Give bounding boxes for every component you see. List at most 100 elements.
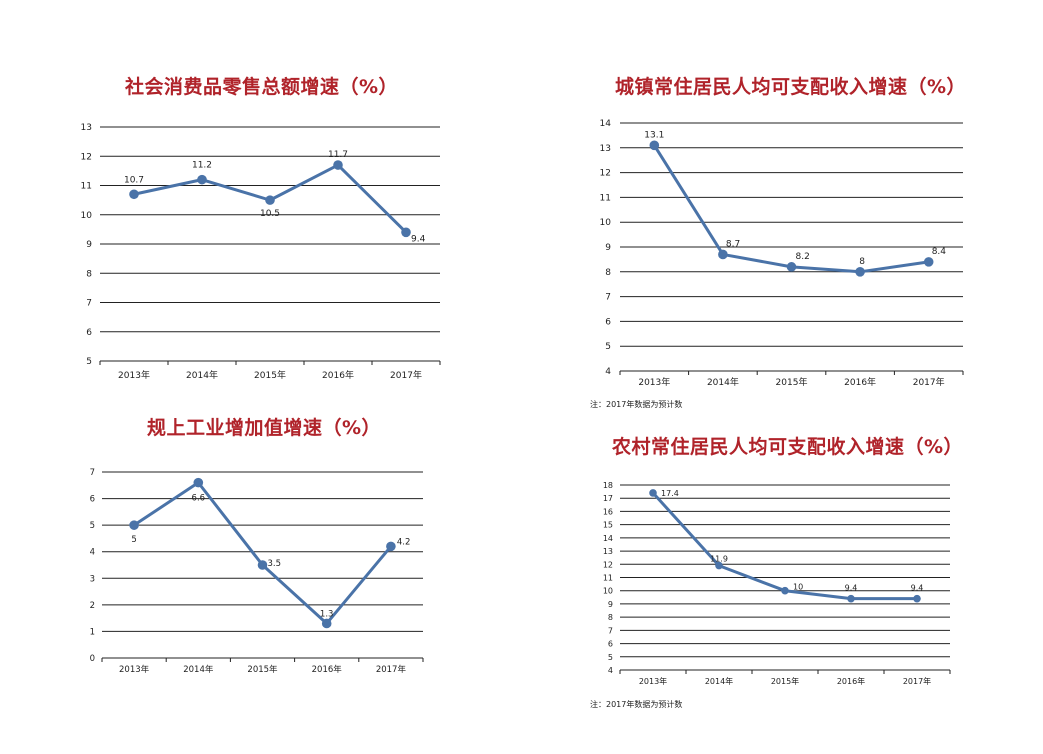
data-label: 8 [859, 257, 865, 267]
data-point [129, 520, 139, 530]
data-point [923, 257, 934, 267]
y-tick-label: 11 [81, 182, 92, 192]
data-point [321, 618, 332, 629]
x-category-label: 2013年 [639, 676, 667, 686]
chart-title-retail-sales: 社会消费品零售总额增速（%） [125, 76, 399, 98]
y-tick-label: 12 [603, 560, 613, 569]
x-category-label: 2015年 [771, 676, 799, 686]
y-tick-label: 12 [600, 169, 611, 179]
y-tick-label: 5 [605, 342, 611, 352]
y-tick-label: 5 [608, 653, 613, 662]
data-label: 1.3 [320, 609, 334, 619]
y-tick-label: 7 [605, 293, 611, 303]
x-category-label: 2015年 [254, 369, 286, 381]
y-tick-label: 4 [608, 666, 613, 675]
x-category-label: 2016年 [312, 664, 343, 675]
x-category-label: 2017年 [390, 369, 422, 381]
data-point [386, 541, 396, 552]
y-tick-label: 9 [608, 600, 613, 609]
data-point [847, 594, 855, 603]
y-tick-label: 17 [603, 494, 613, 503]
data-label: 4.2 [397, 537, 411, 547]
x-category-label: 2013年 [118, 369, 150, 381]
x-category-label: 2013年 [119, 664, 150, 675]
x-category-label: 2017年 [913, 376, 945, 388]
y-tick-label: 15 [603, 521, 613, 530]
x-category-label: 2014年 [186, 369, 218, 381]
chart-title-rural-income: 农村常住居民人均可支配收入增速（%） [612, 436, 964, 458]
y-tick-label: 7 [608, 626, 613, 635]
y-tick-label: 14 [600, 119, 612, 129]
y-tick-label: 9 [605, 243, 611, 253]
y-tick-label: 12 [81, 152, 92, 162]
x-category-label: 2016年 [837, 676, 865, 686]
y-tick-label: 9 [86, 240, 92, 250]
data-label: 8.2 [796, 252, 810, 262]
data-point [855, 267, 865, 277]
x-category-label: 2016年 [322, 369, 354, 381]
data-label: 8.4 [932, 247, 947, 257]
data-label: 10.7 [124, 175, 144, 185]
y-tick-label: 0 [90, 654, 95, 664]
x-category-label: 2015年 [247, 664, 278, 675]
y-tick-label: 6 [86, 328, 92, 338]
y-tick-label: 8 [86, 269, 92, 279]
chart-note-urban-income: 注：2017年数据为预计数 [590, 400, 683, 409]
data-label: 10.5 [260, 209, 280, 219]
chart-note-rural-income: 注：2017年数据为预计数 [590, 700, 683, 709]
data-label: 5 [131, 535, 136, 545]
data-point [129, 189, 139, 200]
x-category-label: 2014年 [707, 376, 739, 388]
data-label: 6.6 [192, 494, 206, 504]
x-category-label: 2015年 [776, 376, 808, 388]
y-tick-label: 8 [608, 613, 613, 622]
data-point [197, 174, 207, 185]
y-tick-label: 5 [86, 357, 92, 367]
y-tick-label: 10 [603, 587, 613, 596]
data-point [715, 561, 723, 570]
y-tick-label: 6 [608, 640, 613, 649]
data-point [913, 594, 921, 603]
series-line [653, 144, 929, 274]
y-tick-label: 18 [603, 481, 613, 490]
y-tick-label: 16 [603, 507, 613, 516]
y-tick-label: 7 [90, 468, 95, 478]
data-label: 13.1 [644, 130, 664, 140]
data-label: 9.4 [411, 234, 426, 244]
x-category-label: 2014年 [705, 676, 733, 686]
chart-title-urban-income: 城镇常住居民人均可支配收入增速（%） [615, 76, 967, 98]
x-category-label: 2014年 [183, 664, 214, 675]
series-line [651, 491, 917, 601]
data-point [786, 262, 797, 272]
data-label: 11.7 [328, 150, 348, 160]
y-tick-label: 6 [605, 317, 611, 327]
y-tick-label: 3 [90, 574, 95, 584]
data-point [193, 477, 204, 488]
data-label: 11.9 [710, 555, 728, 564]
data-label: 9.4 [845, 584, 858, 593]
x-category-label: 2013年 [638, 376, 670, 388]
y-tick-label: 13 [81, 123, 92, 133]
data-point [718, 249, 728, 260]
y-tick-label: 6 [90, 495, 95, 505]
data-point [333, 160, 343, 170]
y-tick-label: 11 [600, 193, 611, 203]
data-label: 9.4 [911, 584, 924, 593]
x-category-label: 2017年 [903, 676, 931, 686]
data-point [781, 586, 789, 595]
chart-title-industrial-value: 规上工业增加值增速（%） [147, 417, 382, 439]
y-tick-label: 10 [81, 211, 93, 221]
x-category-label: 2017年 [376, 664, 407, 675]
series-line [133, 481, 393, 625]
data-point [265, 195, 275, 205]
y-tick-label: 5 [90, 521, 95, 531]
data-point [401, 227, 411, 238]
y-tick-label: 2 [90, 601, 95, 611]
y-tick-label: 11 [603, 574, 613, 583]
data-label: 10 [793, 583, 803, 592]
data-point [649, 140, 660, 151]
y-tick-label: 4 [605, 367, 611, 377]
data-label: 3.5 [268, 559, 282, 569]
